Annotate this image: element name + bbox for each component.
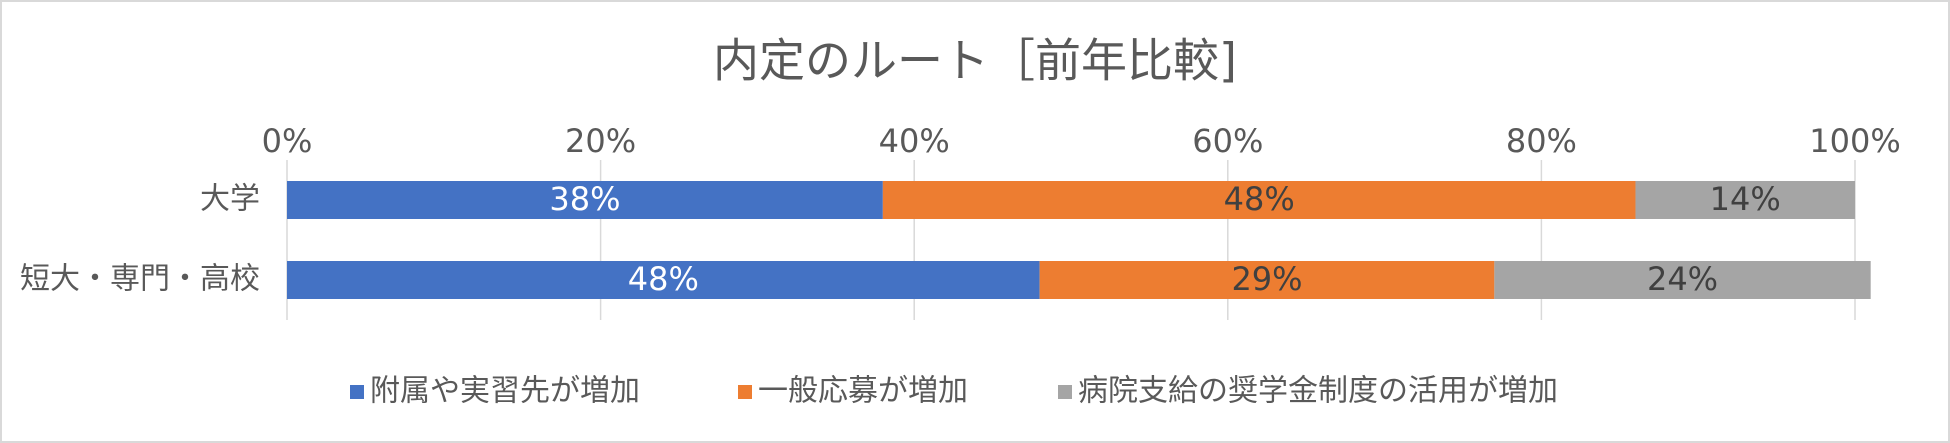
y-tick-label: 大学 [200,182,260,217]
legend-label: 附属や実習先が増加 [370,374,640,409]
x-tick-label: 60% [1192,122,1263,160]
bar-segment [882,181,1636,219]
legend-swatch [1058,385,1072,399]
chart-title: 内定のルート［前年比較] [713,34,1237,88]
value-label: 14% [1710,180,1781,218]
x-tick-label: 80% [1506,122,1577,160]
value-label: 29% [1231,260,1302,298]
value-label: 48% [628,260,699,298]
bar-segment [1494,261,1871,299]
bar-segment [1039,261,1495,299]
legend-label: 病院支給の奨学金制度の活用が増加 [1078,374,1558,409]
value-label: 38% [549,180,620,218]
bar-segment [1635,181,1855,219]
y-tick-label: 短大・専門・高校 [20,262,260,297]
value-label: 24% [1647,260,1718,298]
legend-label: 一般応募が増加 [758,374,968,409]
x-tick-label: 100% [1809,122,1900,160]
value-label: 48% [1224,180,1295,218]
legend-swatch [350,385,364,399]
x-tick-label: 40% [879,122,950,160]
bar-segment [287,181,883,219]
legend-swatch [738,385,752,399]
bar-segment [287,261,1040,299]
x-tick-label: 0% [262,122,313,160]
x-tick-label: 20% [565,122,636,160]
